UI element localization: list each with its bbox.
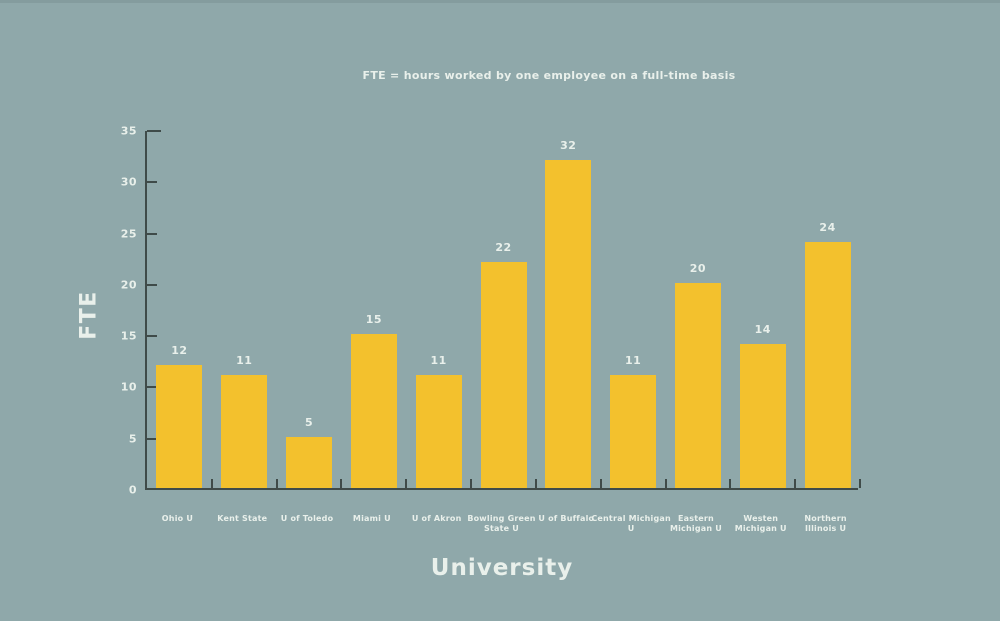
x-category-label-line: Northern [804, 514, 847, 523]
y-tick [147, 181, 157, 184]
bar [739, 344, 786, 488]
x-category-label-line: Michigan U [734, 524, 787, 533]
x-tick [470, 479, 473, 488]
x-category-label: Northern Illinois U [785, 514, 866, 534]
y-tick [147, 130, 161, 132]
x-category-label: U of Akron [396, 514, 477, 524]
bar [221, 375, 268, 488]
x-category-label-line: Central Michigan U [591, 514, 671, 533]
x-tick [794, 479, 797, 488]
x-category-label: Ohio U [137, 514, 218, 524]
bar-value-label: 12 [171, 343, 188, 357]
x-category-label-line: Miami U [352, 514, 391, 523]
bar-value-label: 5 [304, 415, 314, 429]
bar [286, 436, 333, 488]
x-category-label-line: State U [484, 524, 519, 533]
bar [350, 334, 397, 488]
y-tick-label: 25 [120, 227, 137, 241]
y-tick-label: 10 [120, 380, 137, 394]
x-category-label: Kent State [202, 514, 283, 524]
x-category-label: U of Toledo [267, 514, 348, 524]
bar [674, 282, 721, 488]
bar [545, 159, 592, 488]
y-tick-label: 20 [120, 278, 137, 292]
bar [480, 262, 527, 488]
bar-value-label: 11 [236, 354, 253, 368]
bar [610, 375, 657, 488]
x-category-label-line: U of Toledo [280, 514, 334, 523]
x-tick [534, 479, 537, 488]
y-tick-label: 30 [120, 175, 137, 189]
x-tick [859, 479, 861, 488]
x-category-label-line: Bowling Green [467, 514, 536, 523]
bar-value-label: 22 [495, 241, 512, 255]
bar-value-label: 20 [689, 261, 707, 275]
x-tick [340, 479, 343, 488]
bar-value-label: 11 [624, 354, 642, 368]
x-tick [210, 479, 213, 488]
y-tick [147, 232, 157, 235]
x-category-label: U of Buffalo [526, 514, 607, 524]
bar-value-label: 15 [365, 313, 383, 327]
top-edge-shade [0, 0, 1000, 3]
bar-value-label: 24 [819, 220, 836, 234]
x-category-label-line: U of Akron [411, 514, 462, 523]
x-category-label-line: U of Buffalo [538, 514, 595, 523]
bar-value-label: 11 [430, 354, 447, 368]
plot-area: 0 5 10 15 20 25 30 35 12 11 5 15 11 22 32 11 20 14 24 [121, 125, 861, 497]
x-axis-labels: Ohio U Kent State U of Toledo Miami U U of A… [145, 514, 858, 544]
x-category-label: Eastern Michigan U [656, 514, 737, 534]
x-tick [599, 479, 602, 488]
bar [156, 364, 203, 488]
x-category-label-line: Westen [743, 514, 779, 523]
y-tick [147, 335, 157, 338]
x-tick [275, 479, 278, 488]
bar-value-label: 32 [560, 138, 577, 152]
x-category-label-line: Kent State [217, 514, 268, 523]
y-tick-label: 15 [120, 329, 137, 343]
bar [804, 241, 851, 488]
x-category-label-line: Michigan U [669, 524, 722, 533]
x-category-label: Miami U [331, 514, 412, 524]
y-axis-title: FTE [76, 290, 102, 340]
x-tick [729, 479, 732, 488]
x-category-label: Bowling Green State U [461, 514, 542, 534]
x-category-label-line: Illinois U [804, 524, 847, 533]
chart-subtitle: FTE = hours worked by one employee on a … [362, 69, 736, 82]
x-tick [405, 479, 408, 488]
y-tick-label: 0 [128, 483, 137, 497]
x-category-label-line: Eastern [677, 514, 714, 523]
y-tick-label: 35 [120, 124, 137, 138]
y-tick [147, 437, 157, 440]
bar-value-label: 14 [754, 323, 771, 337]
x-category-label: Central Michigan U [591, 514, 672, 534]
y-tick [147, 283, 157, 286]
y-tick [147, 386, 157, 389]
x-category-label: Westen Michigan U [720, 514, 801, 534]
y-tick-label: 5 [128, 432, 137, 446]
x-category-label-line: Ohio U [161, 514, 194, 523]
bar [415, 375, 462, 488]
x-tick [664, 479, 667, 488]
x-axis-title: University [430, 555, 574, 581]
